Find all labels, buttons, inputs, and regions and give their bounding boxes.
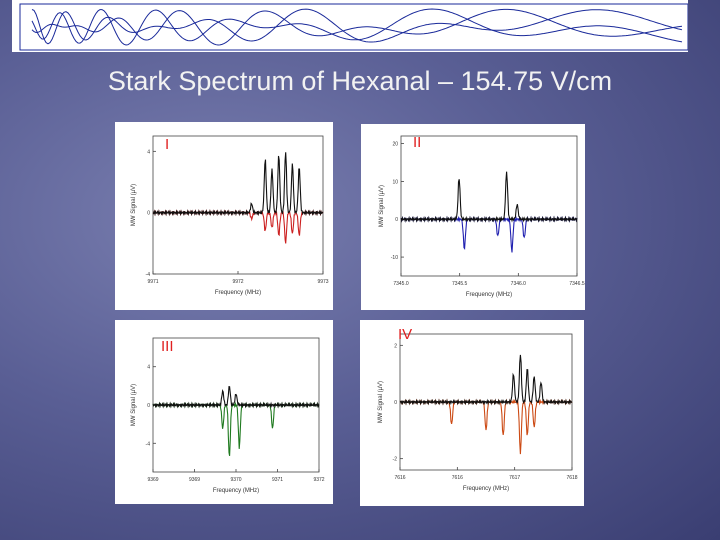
y-tick-label: 4 bbox=[147, 149, 150, 155]
x-tick-label: 7346.5 bbox=[569, 281, 585, 287]
x-tick-label: 9370 bbox=[230, 477, 241, 483]
series-upper-line bbox=[152, 385, 320, 409]
y-axis-label: MW Signal (µV) bbox=[379, 185, 385, 227]
y-tick-label: -2 bbox=[393, 457, 398, 463]
y-tick-label: 10 bbox=[392, 179, 398, 185]
chart-iii: 4 0 -4 9369 9369 9370 9371 9372 Frequency (MHz) M… bbox=[131, 337, 325, 494]
y-tick-label: 0 bbox=[394, 400, 397, 406]
banner-wave bbox=[31, 8, 683, 45]
banner-wave bbox=[31, 8, 683, 46]
x-axis-label: Frequency (MHz) bbox=[215, 290, 261, 296]
panel-label-ii: II bbox=[413, 134, 422, 151]
y-tick-label: 0 bbox=[147, 403, 150, 409]
banner-pattern bbox=[12, 0, 688, 52]
x-axis-label: Frequency (MHz) bbox=[466, 292, 512, 298]
y-axis-label: MW Signal (µV) bbox=[378, 381, 384, 423]
x-tick-label: 7616 bbox=[394, 475, 405, 481]
panel-label-iv: IV bbox=[398, 326, 413, 343]
x-tick-label: 9369 bbox=[189, 477, 200, 483]
series-lower-line bbox=[399, 398, 573, 455]
y-axis-label: MW Signal (µV) bbox=[131, 384, 137, 426]
panel-label-iii: III bbox=[161, 338, 174, 355]
series-upper-line bbox=[399, 354, 573, 406]
x-tick-label: 7346.0 bbox=[511, 281, 527, 287]
header-banner bbox=[12, 0, 688, 52]
y-axis-label: MW Signal (µV) bbox=[131, 184, 137, 226]
y-tick-label: 20 bbox=[392, 142, 398, 148]
y-tick-label: 0 bbox=[147, 211, 150, 217]
x-tick-label: 9973 bbox=[317, 279, 328, 285]
panel-label-i: I bbox=[165, 136, 170, 153]
banner-wave bbox=[31, 8, 683, 46]
panel-iv: 2 0 -2 7616 7616 7617 7618 Frequency (MHz) MW Si… bbox=[360, 320, 584, 506]
x-axis-label: Frequency (MHz) bbox=[463, 486, 509, 492]
series-upper-line bbox=[400, 171, 578, 223]
slide-title: Stark Spectrum of Hexanal – 154.75 V/cm bbox=[107, 66, 613, 96]
y-tick-label: -10 bbox=[391, 255, 398, 261]
x-tick-label: 7345.5 bbox=[452, 281, 468, 287]
x-tick-label: 7616 bbox=[452, 475, 463, 481]
panel-i: 4 0 -4 9971 9972 9973 Frequency (MHz) MW Signal… bbox=[115, 122, 333, 310]
panel-ii: 20 10 0 -10 7345.0 7345.5 7346.0 7346.5 Frequenc… bbox=[361, 124, 585, 310]
x-tick-label: 9369 bbox=[147, 477, 158, 483]
chart-iv: 2 0 -2 7616 7616 7617 7618 Frequency (MHz) MW Si… bbox=[378, 333, 578, 492]
series-upper-line bbox=[152, 152, 324, 217]
series-lower-line bbox=[152, 401, 320, 456]
x-tick-label: 9371 bbox=[272, 477, 283, 483]
y-tick-label: 2 bbox=[394, 343, 397, 349]
y-tick-label: -4 bbox=[146, 272, 151, 278]
y-tick-label: -4 bbox=[146, 441, 151, 447]
y-tick-label: 0 bbox=[395, 217, 398, 223]
chart-ii: 20 10 0 -10 7345.0 7345.5 7346.0 7346.5 Frequenc… bbox=[379, 135, 585, 298]
panel-iii: 4 0 -4 9369 9369 9370 9371 9372 Frequency (MHz) M… bbox=[115, 320, 333, 504]
x-tick-label: 7617 bbox=[509, 475, 520, 481]
x-tick-label: 9372 bbox=[313, 477, 324, 483]
series-lower-line bbox=[400, 215, 578, 253]
x-tick-label: 7618 bbox=[566, 475, 577, 481]
y-tick-label: 4 bbox=[147, 365, 150, 371]
x-axis-label: Frequency (MHz) bbox=[213, 488, 259, 494]
x-tick-label: 9972 bbox=[232, 279, 243, 285]
plot-frame bbox=[400, 135, 578, 277]
x-tick-label: 7345.0 bbox=[393, 281, 409, 287]
series-lower-line bbox=[152, 209, 324, 244]
x-tick-label: 9971 bbox=[147, 279, 158, 285]
